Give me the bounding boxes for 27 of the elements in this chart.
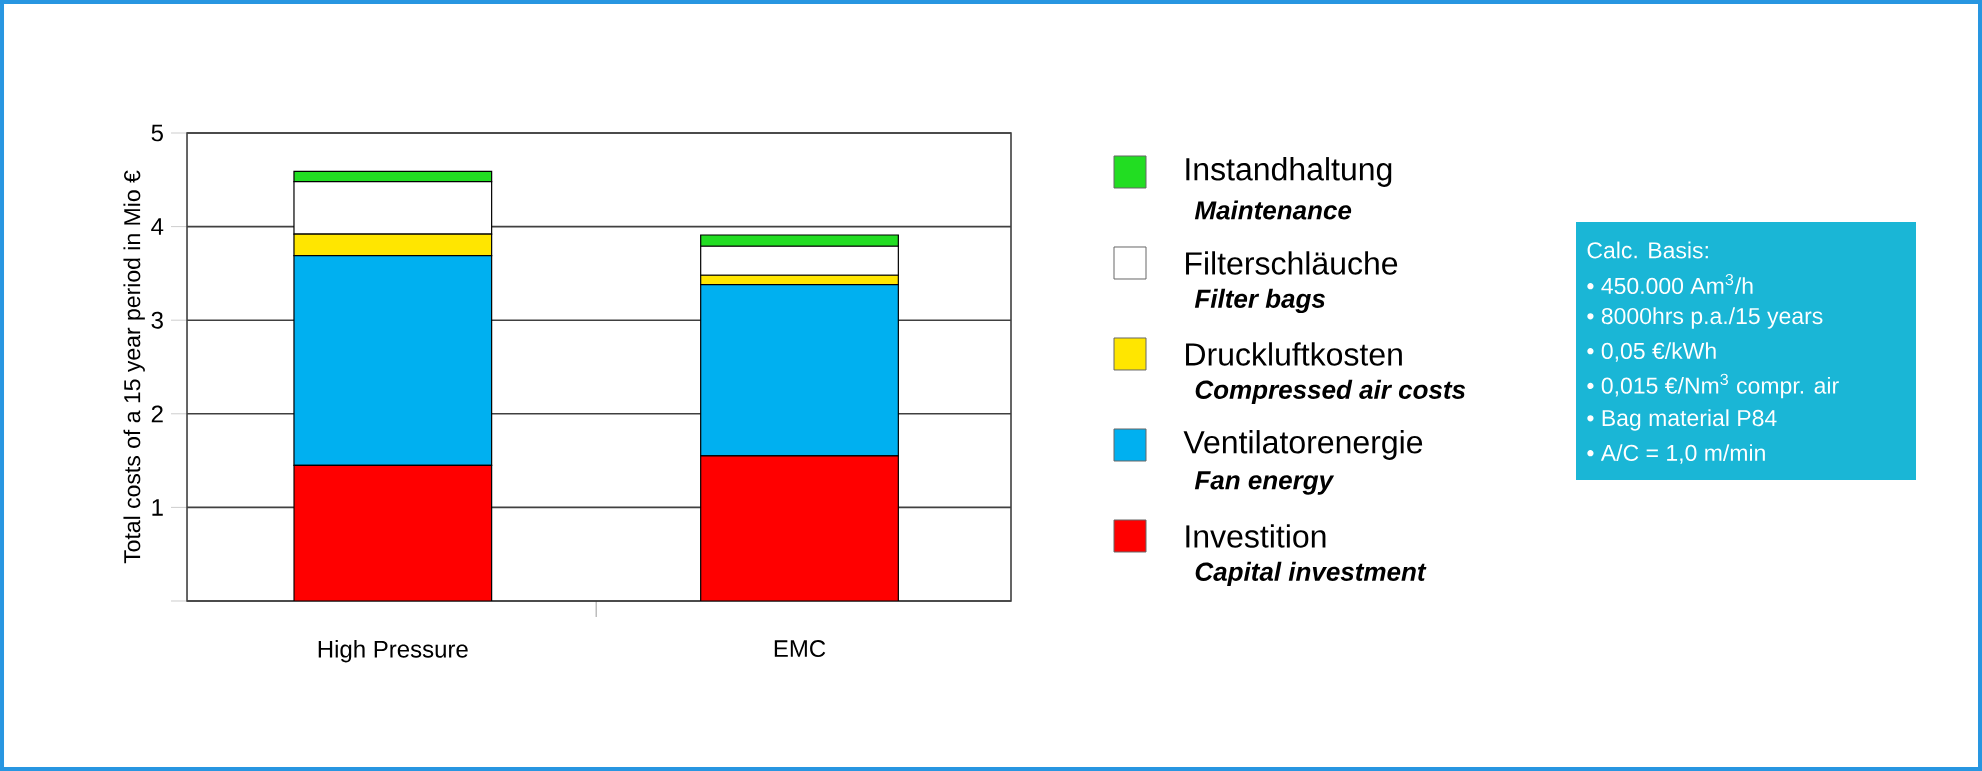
x-tick-label: High Pressure [318,640,468,663]
bar [293,464,493,601]
y-tick-label: 3 [151,311,163,329]
text: • A/C = 1,0 m/min [1587,444,1765,464]
text: Maintenance [1194,200,1352,220]
text: • Bag material P84 [1587,409,1777,431]
y-tick-label: 1 [152,499,163,516]
y-axis-title: Total costs of a 15 year period in Mio € [123,170,145,564]
legend-label: Druckluftkosten [1186,342,1402,366]
y-tick-label: 2 [151,405,163,423]
legend-label: Instandhaltung [1186,157,1392,187]
text: • 450.000 Am$^{3}$/h [1587,273,1753,295]
legend-label: Investition [1186,524,1326,548]
text: • 8000hrs p.a./15 years [1587,307,1823,329]
y-tick-label: 4 [151,218,164,235]
text: Fan energy [1194,471,1335,495]
text: Capital investment [1195,561,1427,587]
text: Filterschläuche [1186,251,1398,275]
legend-label: Ventilatorenergie [1183,430,1423,460]
text: Calc. Basis: [1587,241,1708,259]
text: • 0,05 €/kWh [1587,342,1716,362]
x-tick-label: EMC [774,640,826,658]
text: • 0,015 €/Nm$^{3}$ compr. air [1587,373,1839,399]
text: Compressed air costs [1195,379,1466,405]
y-tick-label: 5 [151,124,163,142]
bar [700,455,899,601]
text: Filter bags [1194,288,1325,314]
